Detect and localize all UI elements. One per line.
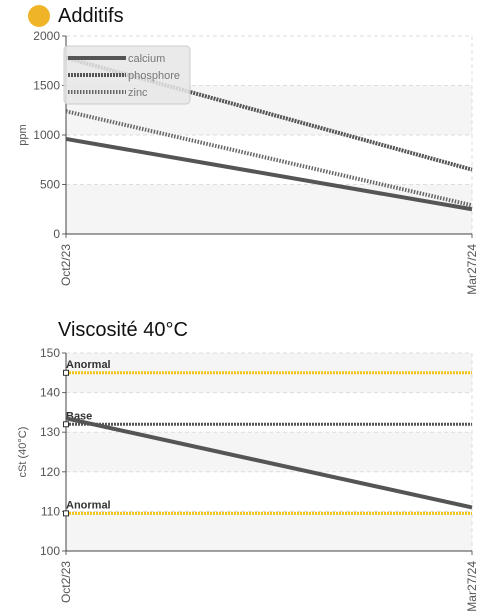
y-axis-label: ppm xyxy=(17,124,29,145)
y-tick-label: 150 xyxy=(40,346,60,360)
y-tick-label: 110 xyxy=(41,504,60,518)
x-tick-label: Mar27/24 xyxy=(465,244,479,295)
series-line-value xyxy=(65,416,473,510)
additifs-header: Additifs xyxy=(28,4,124,28)
plot-band xyxy=(66,511,472,551)
x-tick-label: Oct2/23 xyxy=(59,561,73,603)
y-axis-label: cSt (40°C) xyxy=(17,427,29,478)
legend-box xyxy=(63,45,191,105)
reference-marker xyxy=(63,369,69,376)
x-tick-label: Mar27/24 xyxy=(465,561,479,612)
additifs-chart: 0 500 1000 1500 2000 Oct2/23 Mar27/24 ppm calciu… xyxy=(17,29,479,295)
y-tick-label: 0 xyxy=(53,227,60,241)
y-tick-label: 140 xyxy=(40,386,60,400)
y-tick-label: 500 xyxy=(40,178,60,192)
legend-label: zinc xyxy=(128,87,148,99)
y-tick-label: 100 xyxy=(40,544,60,558)
viscosite-title: Viscosité 40°C xyxy=(58,319,188,341)
y-tick-label: 2000 xyxy=(33,29,60,43)
series-line-zinc xyxy=(65,109,473,208)
reference-label: Anormal xyxy=(66,359,111,371)
reference-marker xyxy=(63,510,69,517)
reference-marker xyxy=(63,421,69,428)
x-tick-label: Oct2/23 xyxy=(59,244,73,286)
y-tick-label: 1500 xyxy=(33,79,60,93)
legend-label: phosphore xyxy=(128,70,180,82)
plot-band xyxy=(66,432,472,472)
legend-label: calcium xyxy=(128,53,165,65)
y-tick-label: 1000 xyxy=(33,128,60,142)
y-tick-label: 130 xyxy=(40,425,60,439)
additifs-title: Additifs xyxy=(58,4,124,27)
y-tick-label: 120 xyxy=(40,465,60,479)
plot-band xyxy=(66,184,472,234)
series-line-calcium xyxy=(65,136,473,212)
reference-label: Anormal xyxy=(66,499,111,511)
legend-dot-icon xyxy=(28,5,50,27)
